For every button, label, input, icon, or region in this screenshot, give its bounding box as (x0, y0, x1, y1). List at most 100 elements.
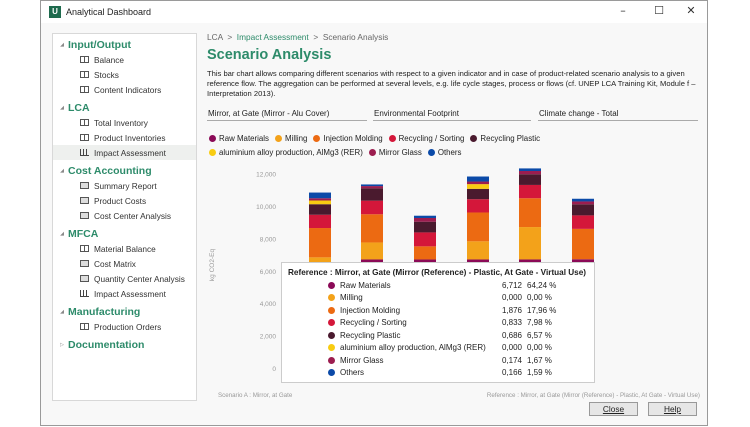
tree-item[interactable]: Summary Report (53, 178, 196, 193)
breadcrumb-separator: > (227, 32, 233, 42)
breadcrumb-current: Scenario Analysis (322, 32, 389, 42)
tree-item[interactable]: Material Balance (53, 241, 196, 256)
bar-segment[interactable] (519, 168, 541, 172)
bar-segment[interactable] (361, 214, 383, 243)
tree-group[interactable]: ◢ Manufacturing (53, 304, 196, 319)
breadcrumb-lca[interactable]: LCA (207, 32, 223, 42)
bar-segment[interactable] (467, 181, 489, 185)
legend-entry[interactable]: Recycling / Sorting (388, 132, 464, 145)
bar-segment[interactable] (467, 184, 489, 189)
close-button-label: Close (602, 404, 625, 414)
help-button[interactable]: Help (648, 402, 697, 416)
bar-segment[interactable] (572, 215, 594, 229)
expand-arrow-icon[interactable]: ◢ (60, 167, 64, 174)
tooltip-series-name: Recycling / Sorting (340, 318, 407, 328)
tooltip-series-name: Milling (340, 293, 363, 303)
tree-item[interactable]: Stocks (53, 67, 196, 82)
bar-segment[interactable] (572, 201, 594, 205)
tree-item[interactable]: Product Costs (53, 193, 196, 208)
bar-segment[interactable] (361, 242, 383, 260)
minimize-button[interactable]: – (620, 4, 626, 17)
bar-segment[interactable] (309, 228, 331, 258)
series-dot-icon (328, 331, 335, 339)
tree-item-label: Product Inventories (94, 132, 166, 143)
bar-segment[interactable] (519, 184, 541, 199)
breadcrumb-impact-assessment[interactable]: Impact Assessment (236, 32, 309, 42)
tree-item[interactable]: Balance (53, 52, 196, 67)
bar-segment[interactable] (467, 176, 489, 182)
legend-entry[interactable]: Mirror Glass (368, 146, 422, 159)
tooltip-row: Milling 0,000 0,00 % (328, 292, 586, 305)
bar-segment[interactable] (309, 204, 331, 215)
collapse-arrow-icon[interactable]: ▷ (60, 341, 64, 348)
bar-segment[interactable] (414, 232, 436, 247)
close-window-button[interactable]: ✕ (686, 4, 696, 17)
bar-segment[interactable] (361, 186, 383, 189)
legend-entry[interactable]: Raw Materials (209, 132, 269, 145)
expand-arrow-icon[interactable]: ◢ (60, 104, 64, 111)
tree-item[interactable]: Quantity Center Analysis (53, 271, 196, 286)
tree-item[interactable]: Cost Center Analysis (53, 208, 196, 223)
app-logo-icon: U (49, 6, 61, 18)
bar-segment[interactable] (414, 246, 436, 260)
legend-entry[interactable]: Injection Molding (313, 132, 383, 145)
tooltip-series-name: Mirror Glass (340, 355, 384, 365)
bar-segment[interactable] (309, 200, 331, 205)
legend-label: aluminium alloy production, AlMg3 (RER) (219, 148, 363, 157)
legend-entry[interactable]: aluminium alloy production, AlMg3 (RER) (209, 146, 363, 159)
tree-item[interactable]: Impact Assessment (53, 145, 196, 160)
series-dot-icon (328, 344, 335, 352)
bar-segment[interactable] (519, 198, 541, 228)
legend-label: Mirror Glass (378, 148, 422, 157)
bar-segment[interactable] (414, 217, 436, 222)
tree-item[interactable]: Total Inventory (53, 115, 196, 130)
bar-segment[interactable] (361, 188, 383, 201)
product-selector[interactable]: Mirror, at Gate (Mirror - Alu Cover) (207, 109, 367, 121)
y-tick-label: 10,000 (256, 204, 276, 211)
indicator-selector[interactable]: Climate change - Total (538, 109, 698, 121)
tree-group[interactable]: ◢ MFCA (53, 226, 196, 241)
tree-group[interactable]: ▷ Documentation (53, 337, 196, 352)
expand-arrow-icon[interactable]: ◢ (60, 41, 64, 48)
bar-segment[interactable] (467, 199, 489, 213)
bar-segment[interactable] (572, 198, 594, 202)
bar-segment[interactable] (572, 204, 594, 216)
bar-segment[interactable] (309, 214, 331, 229)
bar-segment[interactable] (361, 200, 383, 215)
tree-group[interactable]: ◢ Input/Output (53, 37, 196, 52)
bar-segment[interactable] (519, 174, 541, 185)
tree-item[interactable]: Impact Assessment (53, 286, 196, 301)
breadcrumb: LCA > Impact Assessment > Scenario Analy… (207, 32, 388, 42)
tooltip-percent: 0,00 % (527, 343, 552, 353)
legend-entry[interactable]: Others (427, 146, 462, 159)
bar-segment[interactable] (572, 228, 594, 260)
tree-item[interactable]: Production Orders (53, 319, 196, 334)
tree-group[interactable]: ◢ LCA (53, 100, 196, 115)
tree-item[interactable]: Cost Matrix (53, 256, 196, 271)
bar-segment[interactable] (519, 171, 541, 175)
bar-segment[interactable] (414, 221, 436, 233)
bar-segment[interactable] (467, 241, 489, 260)
tree-group-label: Cost Accounting (68, 164, 152, 177)
close-button[interactable]: Close (589, 402, 638, 416)
tree-item[interactable]: Product Inventories (53, 130, 196, 145)
bar-segment[interactable] (519, 227, 541, 260)
breadcrumb-separator: > (313, 32, 319, 42)
method-selector[interactable]: Environmental Footprint (373, 109, 531, 121)
tree-group[interactable]: ◢ Cost Accounting (53, 163, 196, 178)
bar-segment[interactable] (309, 192, 331, 199)
maximize-button[interactable]: ☐ (654, 4, 664, 17)
tree-item[interactable]: Content Indicators (53, 82, 196, 97)
bar-segment[interactable] (414, 215, 436, 218)
y-axis-label: kg CO2-Eq (209, 249, 216, 282)
bar-segment[interactable] (361, 184, 383, 187)
expand-arrow-icon[interactable]: ◢ (60, 308, 64, 315)
legend-entry[interactable]: Recycling Plastic (470, 132, 540, 145)
bar-segment[interactable] (309, 198, 331, 201)
cost-icon (80, 275, 89, 282)
bar-segment[interactable] (467, 188, 489, 200)
tooltip-row: Raw Materials 6,712 64,24 % (328, 279, 586, 292)
expand-arrow-icon[interactable]: ◢ (60, 230, 64, 237)
legend-entry[interactable]: Milling (275, 132, 307, 145)
bar-segment[interactable] (467, 212, 489, 242)
